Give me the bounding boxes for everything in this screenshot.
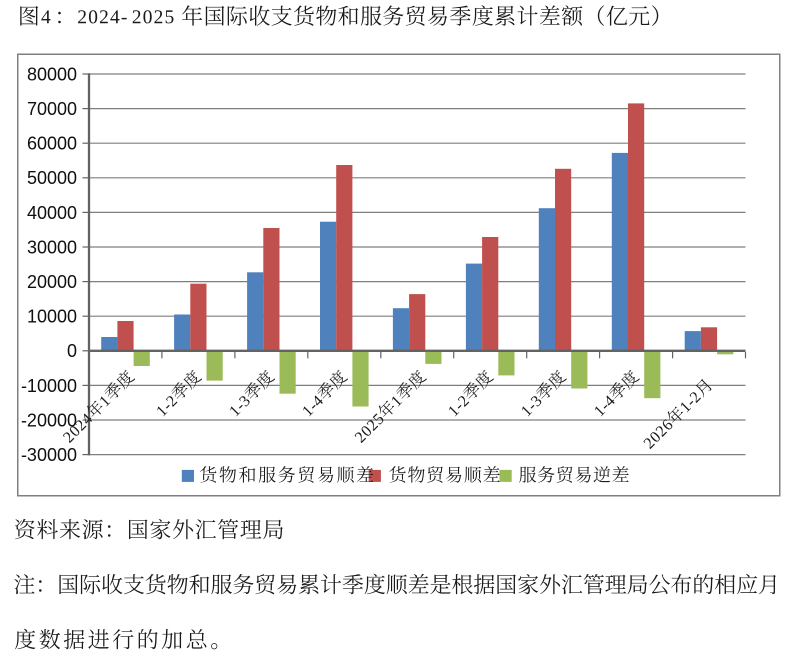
svg-text:-20000: -20000 — [21, 410, 77, 430]
svg-text:80000: 80000 — [27, 64, 77, 84]
svg-text:20000: 20000 — [27, 272, 77, 292]
svg-text:50000: 50000 — [27, 168, 77, 188]
svg-text:70000: 70000 — [27, 99, 77, 119]
svg-text:0: 0 — [67, 341, 77, 361]
svg-text:-10000: -10000 — [21, 376, 77, 396]
svg-text:30000: 30000 — [27, 237, 77, 257]
svg-text:-30000: -30000 — [21, 445, 77, 465]
svg-text:10000: 10000 — [27, 307, 77, 327]
svg-text:40000: 40000 — [27, 203, 77, 223]
svg-text:60000: 60000 — [27, 134, 77, 154]
